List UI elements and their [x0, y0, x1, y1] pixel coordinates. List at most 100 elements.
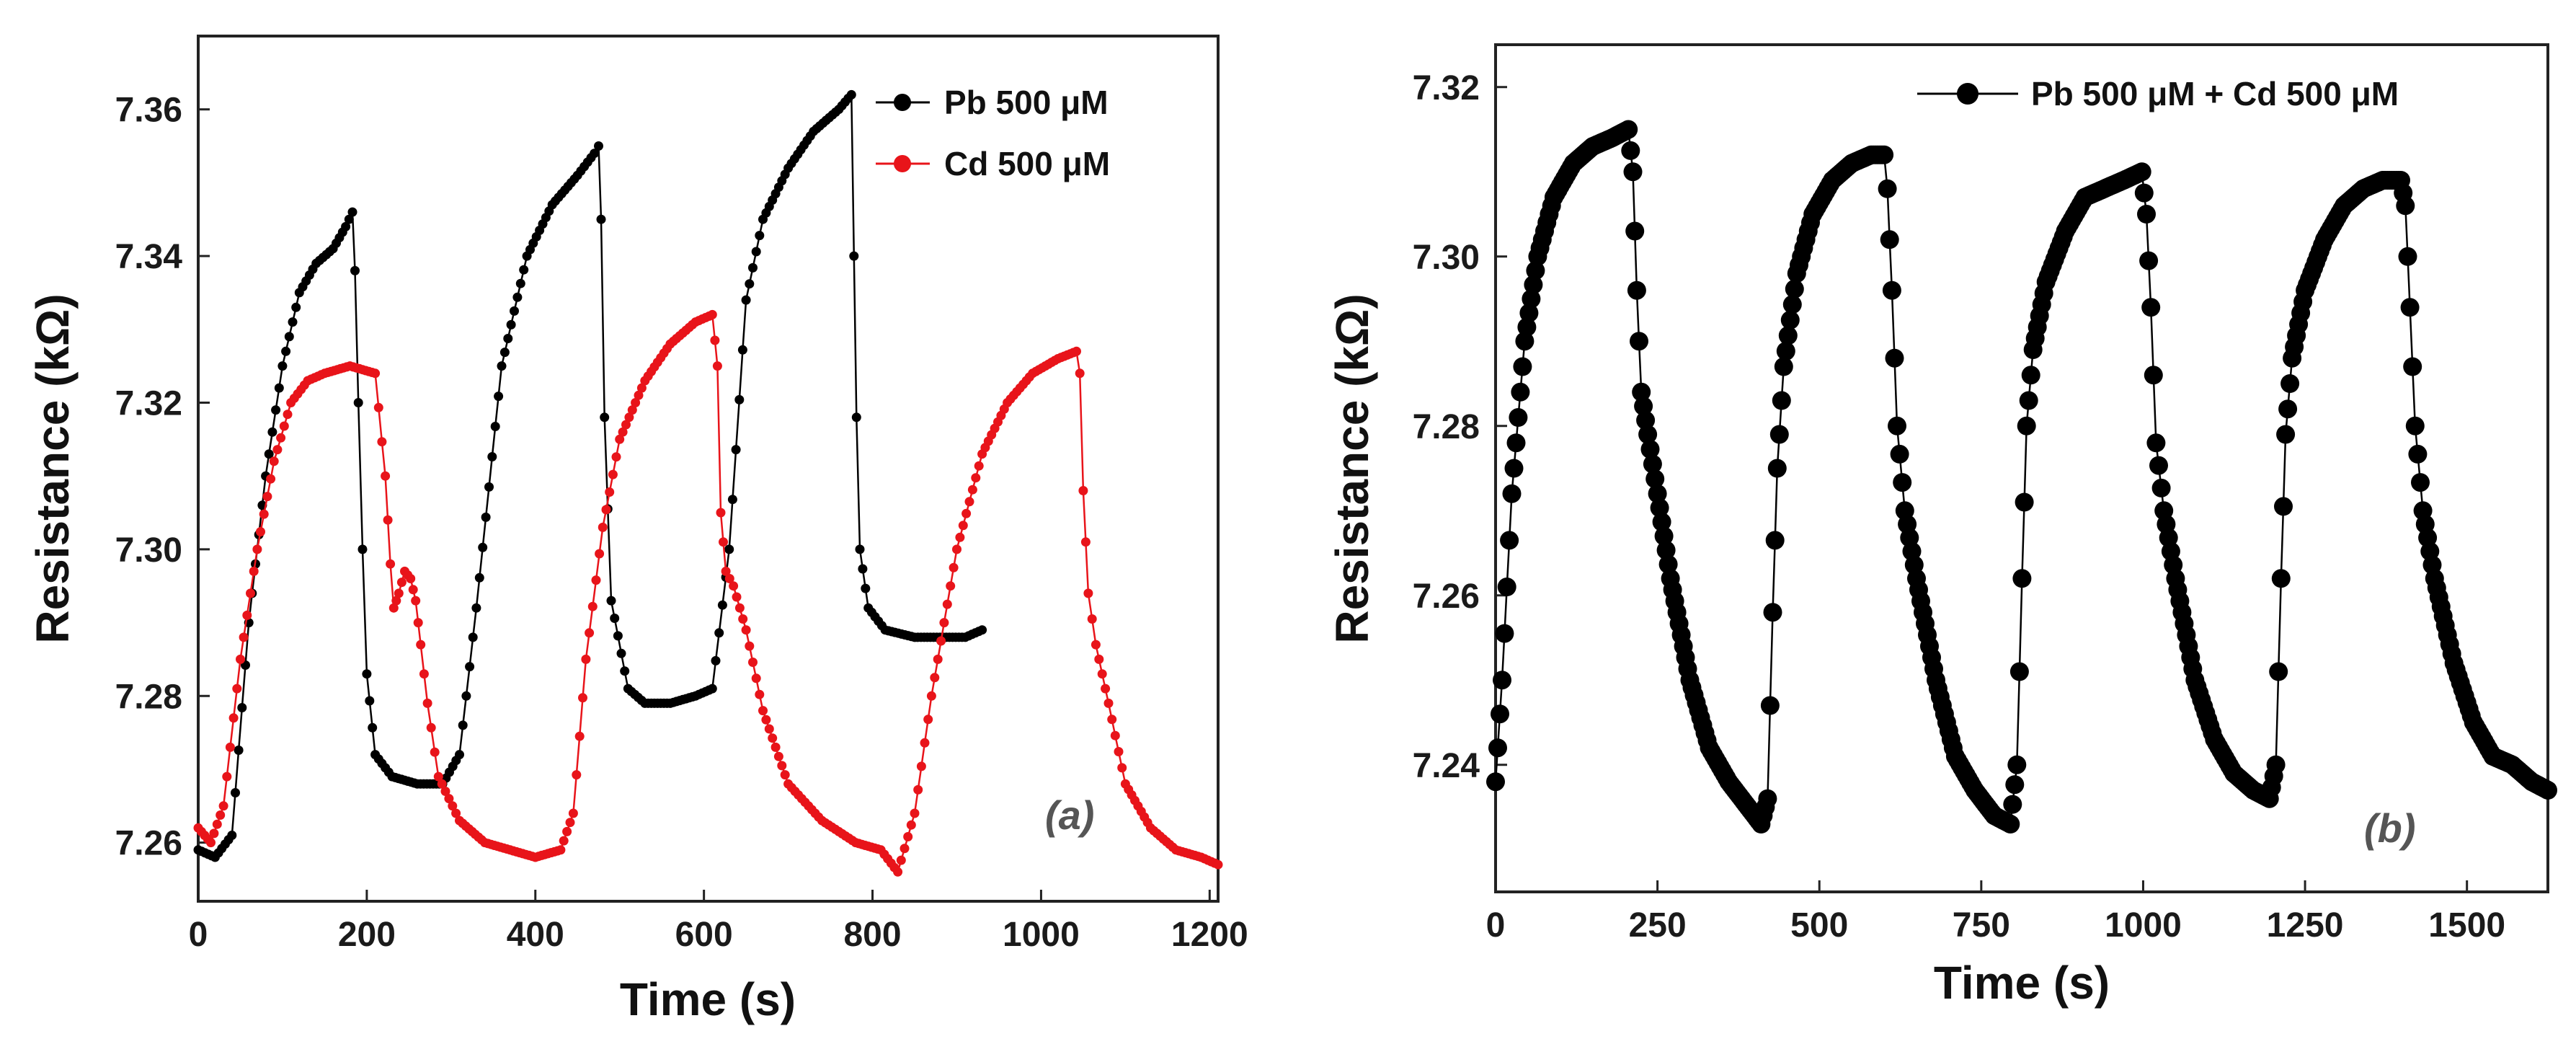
data-point-b-0	[1638, 425, 1658, 444]
data-point-a-0	[858, 564, 868, 574]
data-point-a-1	[262, 492, 272, 502]
data-point-a-1	[1103, 698, 1114, 708]
x-tick-label-b: 250	[1629, 906, 1687, 945]
data-point-a-0	[471, 603, 481, 613]
data-point-a-0	[506, 319, 516, 330]
data-point-b-0	[2269, 662, 2288, 681]
data-point-b-0	[1493, 671, 1511, 690]
data-point-b-0	[2396, 196, 2415, 216]
data-point-b-0	[2019, 391, 2038, 410]
data-point-a-0	[468, 632, 478, 642]
data-point-a-1	[618, 427, 628, 437]
data-point-a-1	[595, 549, 605, 559]
data-point-a-1	[572, 770, 582, 780]
y-tick-label-a: 7.32	[115, 384, 182, 423]
data-point-a-1	[225, 742, 235, 752]
data-point-a-1	[218, 801, 228, 811]
data-point-a-1	[568, 808, 578, 818]
data-point-a-0	[288, 317, 298, 327]
data-point-a-0	[267, 427, 277, 437]
data-point-a-1	[565, 818, 575, 828]
data-point-a-1	[636, 383, 647, 393]
data-point-b-0	[1875, 145, 1894, 164]
x-tick-label-b: 0	[1486, 906, 1506, 945]
data-point-a-1	[621, 420, 631, 430]
data-point-b-0	[1650, 498, 1669, 518]
data-point-a-1	[1114, 747, 1124, 756]
data-point-a-1	[896, 855, 906, 865]
data-point-b-0	[2001, 815, 2020, 833]
data-point-a-0	[227, 831, 237, 840]
data-point-a-0	[484, 482, 494, 492]
data-point-a-1	[738, 614, 748, 624]
data-point-a-1	[246, 588, 255, 598]
data-point-b-0	[1654, 526, 1674, 546]
data-point-a-0	[284, 332, 294, 342]
data-point-a-1	[949, 562, 959, 572]
data-point-a-0	[613, 631, 623, 641]
data-point-b-0	[2134, 183, 2154, 203]
data-point-a-1	[451, 808, 461, 818]
x-axis-label-b: Time (s)	[1934, 957, 2110, 1009]
data-point-a-0	[487, 452, 497, 461]
data-point-a-1	[1072, 346, 1081, 356]
data-point-b-0	[2398, 247, 2417, 266]
y-tick-label-a: 7.30	[115, 531, 182, 570]
data-point-b-0	[2151, 478, 2171, 497]
data-point-a-1	[276, 433, 286, 443]
data-point-a-1	[556, 845, 566, 855]
data-point-a-1	[212, 819, 222, 829]
data-point-a-1	[1117, 763, 1127, 773]
data-point-b-0	[1506, 433, 1526, 453]
data-point-b-0	[1623, 162, 1643, 182]
panel-tag-b: (b)	[2364, 805, 2416, 851]
data-point-b-0	[1760, 696, 1780, 715]
data-point-b-0	[1619, 120, 1638, 139]
data-point-b-0	[1488, 738, 1507, 758]
data-point-a-0	[350, 265, 360, 275]
data-point-b-0	[1513, 357, 1532, 376]
data-point-a-1	[377, 437, 387, 447]
data-point-a-1	[732, 592, 742, 602]
data-point-a-0	[341, 221, 351, 231]
data-point-a-1	[222, 771, 232, 782]
data-point-a-1	[627, 405, 637, 415]
data-point-a-1	[206, 838, 216, 848]
data-point-b-0	[1627, 280, 1646, 300]
data-point-b-0	[1880, 230, 1899, 249]
data-point-b-0	[2274, 497, 2293, 516]
data-point-b-0	[1632, 382, 1651, 402]
data-point-a-0	[291, 302, 301, 312]
data-point-a-0	[510, 306, 519, 316]
x-tick-label-b: 1250	[2267, 906, 2344, 945]
data-point-a-1	[1097, 669, 1107, 679]
data-point-b-0	[1776, 342, 1795, 361]
data-point-a-0	[461, 691, 471, 701]
data-point-a-1	[1094, 654, 1104, 664]
data-point-a-1	[269, 456, 279, 466]
chart-panel-b: 0 250 500 750 1000 1250 1500 7.24 7.26 7.28 7.30 7.…	[1326, 43, 2557, 1009]
data-point-a-0	[357, 544, 368, 554]
data-point-a-0	[855, 544, 865, 554]
data-point-b-0	[1495, 624, 1514, 643]
data-point-a-1	[426, 722, 436, 733]
y-tick-label-b: 7.26	[1413, 578, 1480, 616]
data-point-a-1	[383, 515, 393, 525]
data-point-a-0	[458, 720, 468, 730]
data-point-b-0	[1509, 408, 1528, 427]
data-point-a-1	[712, 361, 722, 371]
data-point-a-1	[903, 832, 913, 841]
data-point-a-1	[611, 452, 621, 462]
data-point-a-0	[234, 746, 244, 755]
data-point-a-0	[474, 572, 484, 583]
data-point-a-0	[478, 542, 488, 552]
x-tick-label-b: 500	[1790, 906, 1848, 945]
data-point-b-0	[2280, 374, 2300, 393]
data-point-a-1	[615, 434, 625, 444]
data-point-a-1	[239, 632, 249, 642]
data-point-a-1	[916, 761, 926, 771]
x-tick-label-b: 1500	[2428, 906, 2505, 945]
data-point-a-1	[236, 654, 245, 664]
data-point-a-0	[610, 614, 620, 623]
